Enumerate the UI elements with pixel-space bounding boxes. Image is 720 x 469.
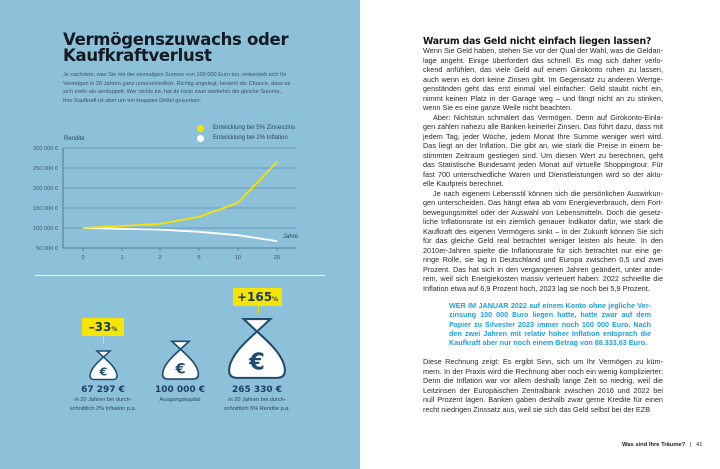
svg-text:€: € xyxy=(248,350,265,376)
svg-text:€: € xyxy=(174,362,185,378)
y-tick-label: 100 000 € xyxy=(33,226,59,232)
stat-value: 100 000 € xyxy=(154,385,206,395)
text-line: Denn die Inflation war vor allem deshalb… xyxy=(423,376,663,385)
x-tick-label: 20 xyxy=(274,255,280,261)
text-line: null Prozent lagen. Banken gaben deshalb… xyxy=(423,395,663,404)
text-line: ckend anfühlen, das viele Geld auf einem… xyxy=(423,65,663,74)
intro-line: Ihre Kaufkraft ist aber um ein knappes D… xyxy=(63,97,202,104)
text-line: rem, weil sich Energiekosten massiv vert… xyxy=(423,274,663,283)
intro-line: sich mehr als verdoppelt. Wer nichts tut… xyxy=(63,89,282,96)
caption-line: Ausgangskapital xyxy=(159,397,201,403)
svg-text:€: € xyxy=(99,366,108,379)
title-line: Vermögenszuwachs oder xyxy=(63,30,289,49)
text-line: 2010er-Jahren spielte die Inflationsrate… xyxy=(423,245,663,255)
money-bag-euro-icon: € xyxy=(228,318,286,379)
y-tick-label: 150 000 € xyxy=(33,206,59,212)
text-line: den zwei Jahren mit relativ hoher Inflat… xyxy=(449,328,651,338)
text-line: mern. In der Praxis wird die Rechnung ab… xyxy=(423,366,663,376)
stat-caption: Ausgangskapital xyxy=(120,396,240,405)
x-tick-label: 1 xyxy=(120,255,123,261)
badge-unit: % xyxy=(272,296,279,303)
text-line: auch wenn es dort keine Zinsen gibt. Im … xyxy=(423,74,663,84)
y-tick-label: 300 000 € xyxy=(33,146,59,152)
series-line-zinseszins xyxy=(82,161,278,229)
x-tick-label: 10 xyxy=(235,255,241,261)
body-text-closing: Diese Rechnung zeigt: Es ergibt Sinn, si… xyxy=(423,357,663,414)
caption-line: in 20 Jahren bei durch- xyxy=(74,397,132,403)
text-line: wenn Sie es eine ganze Weile nicht beach… xyxy=(423,103,573,112)
text-line: liche Inflationsrate ist ein ziemlich ge… xyxy=(423,217,663,226)
x-tick-label: 2 xyxy=(158,255,161,261)
badge-gain: +165% xyxy=(233,288,282,314)
y-axis-label: Rendite xyxy=(64,136,85,142)
page-footer: Was sind Ihre Träume? | 41 xyxy=(622,442,702,448)
text-line: Je nach eigenem Lebensstil können sich d… xyxy=(433,188,663,198)
text-line: das Statistische Bundesamt jeden Monat a… xyxy=(423,160,663,169)
text-line: ringe Rolle, sie lag in Deutschland und … xyxy=(423,255,663,264)
y-tick-label: 50 000 € xyxy=(36,246,59,252)
text-line: fast 700 unterschiedliche Waren und Dien… xyxy=(423,169,663,179)
text-line: Diese Rechnung zeigt: Es ergibt Sinn, si… xyxy=(423,357,663,366)
money-bag-euro-icon: € xyxy=(161,340,200,380)
text-line: genständen geht das erst einmal viel ein… xyxy=(423,84,663,93)
legend-marker-white xyxy=(197,135,204,142)
text-line: WER IM JANUAR 2022 auf einem Konto ohne … xyxy=(449,301,651,310)
y-tick-label: 250 000 € xyxy=(33,166,59,172)
badge-value: +165 xyxy=(236,290,273,304)
legend-marker-yellow xyxy=(197,125,204,132)
footer-separator: | xyxy=(689,442,692,448)
x-tick-label: 0 xyxy=(81,255,84,261)
text-line: Papier zu Silvester 2023 immer noch 100 … xyxy=(449,319,651,329)
stat-caption: in 20 Jahren bei durch- schnittlich 5% R… xyxy=(197,396,317,413)
caption-line: schnittlich 5% Rendite p.a. xyxy=(224,405,290,412)
text-line: gen unterscheiden. Das hängt etwa ab vom… xyxy=(423,198,663,207)
text-line: elle Kaufpreis berechnet. xyxy=(423,179,504,188)
stat-value: 265 330 € xyxy=(231,385,283,395)
text-line: nimmt keinen Platz in der Garage weg – u… xyxy=(423,93,663,103)
text-line: bewegungsmittel oder der Auswahl von Leb… xyxy=(423,207,663,217)
y-tick-label: 200 000 € xyxy=(33,186,59,192)
page-number: 41 xyxy=(696,442,703,448)
highlight-callout: WER IM JANUAR 2022 auf einem Konto ohne … xyxy=(449,301,651,347)
divider xyxy=(35,275,325,276)
line-chart: 300 000 €250 000 €200 000 €150 000 €100 … xyxy=(33,146,296,261)
text-line: Prozent. Das hat sich in den vergangenen… xyxy=(423,264,663,274)
text-line: stimmten Zeitraum gestiegen sind. Um die… xyxy=(423,150,663,160)
footer-chapter: Was sind Ihre Träume? xyxy=(622,442,686,448)
text-line: jedem Tag, jeder Woche, jedem Monat Ihre… xyxy=(423,131,663,141)
infographic-title: Vermögenszuwachs oder Kaufkraftverlust xyxy=(63,30,289,65)
text-line: gen zahlen nahezu alle Banken keinerlei … xyxy=(423,122,663,131)
intro-line: Je nachdem, was Sie mit der einmaligen S… xyxy=(63,72,287,78)
badge-unit: % xyxy=(111,326,118,333)
infographic-panel: Vermögenszuwachs oder Kaufkraftverlust J… xyxy=(0,0,360,469)
text-line: Das liegt an der Inflation. Die gibt an,… xyxy=(423,141,663,150)
series-line-inflation xyxy=(82,227,278,242)
title-line: Kaufkraftverlust xyxy=(63,46,212,65)
badge-loss: –33% xyxy=(82,318,124,344)
text-line: Kaufkraft des eigenen Vermögens sinkt – … xyxy=(423,226,663,236)
text-line: Kaufkraft aber nur noch einem Betrag von… xyxy=(449,338,648,348)
caption-line: schnittlich 2% Inflation p.a. xyxy=(69,405,137,412)
x-tick-label: 5 xyxy=(197,255,200,261)
body-text: Wenn Sie Geld haben, stehen Sie vor der … xyxy=(423,46,663,293)
caption-line: in 20 Jahren bei durch- xyxy=(228,397,286,403)
badge-value: –33 xyxy=(88,320,112,334)
text-line: für das gleiche Geld real betrachtet wen… xyxy=(423,236,663,245)
infographic-intro: Je nachdem, was Sie mit der einmaligen S… xyxy=(63,71,291,105)
section-heading: Warum das Geld nicht einfach liegen lass… xyxy=(423,36,652,47)
text-line: recht niedrigen Zinssatz aus, weil sie s… xyxy=(423,404,651,414)
legend-label: Entwicklung bei 2% Inflation xyxy=(213,135,288,141)
intro-line: Vermögen in 20 Jahren ganz unterschiedli… xyxy=(63,80,291,87)
money-bag-euro-icon: € xyxy=(89,350,118,381)
legend-label: Entwicklung bei 5% Zinseszins xyxy=(213,125,296,131)
text-line: zinsung 100 000 Euro liegen hatte, hatte… xyxy=(449,310,651,320)
text-line: Aber: Nichtstun schmälert das Vermögen. … xyxy=(433,112,663,122)
text-line: lage angeht. Einige überfordert das schn… xyxy=(423,55,663,65)
text-line: Inflation etwa auf 6,9 Prozent hoch, 202… xyxy=(423,283,650,293)
text-line: Leitzinsen der Europäischen Zentralbank … xyxy=(423,385,663,395)
x-axis-label: Jahre xyxy=(283,234,299,240)
stat-value: 67 297 € xyxy=(81,385,125,395)
text-line: Wenn Sie Geld haben, stehen Sie vor der … xyxy=(423,46,663,55)
stat-caption: in 20 Jahren bei durch- schnittlich 2% I… xyxy=(43,396,163,413)
